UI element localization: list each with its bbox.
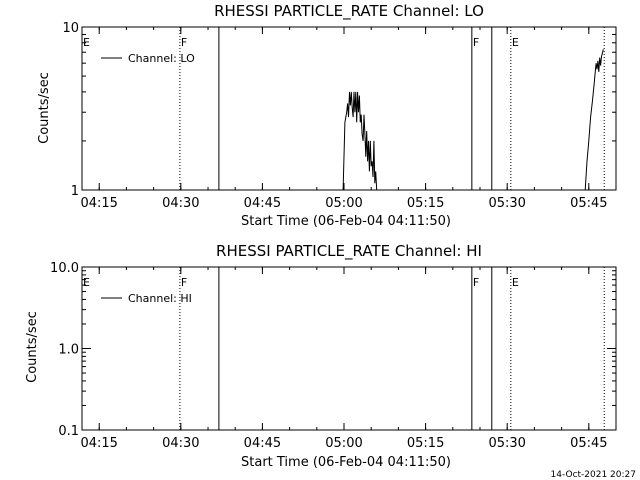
x-tick-label: 05:15 (407, 196, 444, 211)
chart-title: RHESSI PARTICLE_RATE Channel: HI (216, 242, 482, 261)
flag-label: E (83, 276, 90, 289)
x-tick-label: 05:15 (407, 436, 444, 451)
chart-panel-lo: RHESSI PARTICLE_RATE Channel: LO Counts/… (37, 2, 617, 229)
x-tick-label: 05:30 (488, 196, 525, 211)
flag-label: E (83, 36, 90, 49)
legend-entry: Channel: LO (128, 52, 195, 65)
x-tick-label: 05:00 (325, 436, 362, 451)
y-axis-label: Counts/sec (37, 72, 52, 144)
flag-label: F (181, 36, 187, 49)
y-axis-label: Counts/sec (25, 311, 40, 383)
y-tick-label: 10 (62, 21, 79, 36)
x-tick-label: 04:15 (80, 436, 117, 451)
generation-timestamp: 14-Oct-2021 20:27 (551, 470, 636, 480)
x-tick-label: 04:30 (162, 196, 199, 211)
x-tick-label: 04:15 (80, 196, 117, 211)
x-tick-label: 05:00 (325, 196, 362, 211)
y-tick-label: 1.0 (58, 343, 79, 358)
legend-entry: Channel: HI (128, 292, 192, 305)
x-tick-label: 05:30 (488, 436, 525, 451)
flag-label: F (181, 276, 187, 289)
series-line (342, 91, 378, 191)
plot-frame (81, 26, 617, 191)
y-tick-label: 10.0 (50, 261, 79, 276)
x-tick-label: 04:45 (244, 196, 281, 211)
y-tick-label: 1 (71, 184, 79, 199)
x-axis-label: Start Time (06-Feb-04 04:11:50) (241, 214, 451, 229)
y-tick-label: 0.1 (58, 424, 79, 439)
x-axis-label: Start Time (06-Feb-04 04:11:50) (241, 455, 451, 470)
x-tick-label: 04:30 (162, 436, 199, 451)
chart-panel-hi: RHESSI PARTICLE_RATE Channel: HI Counts/… (25, 242, 617, 470)
series-line (584, 49, 604, 191)
x-tick-label: 05:45 (570, 436, 607, 451)
flag-label: E (512, 36, 519, 49)
flag-label: F (473, 36, 479, 49)
x-tick-label: 05:45 (570, 196, 607, 211)
flag-label: F (473, 276, 479, 289)
flag-label: E (512, 276, 519, 289)
x-tick-label: 04:45 (244, 436, 281, 451)
chart-title: RHESSI PARTICLE_RATE Channel: LO (214, 2, 484, 21)
